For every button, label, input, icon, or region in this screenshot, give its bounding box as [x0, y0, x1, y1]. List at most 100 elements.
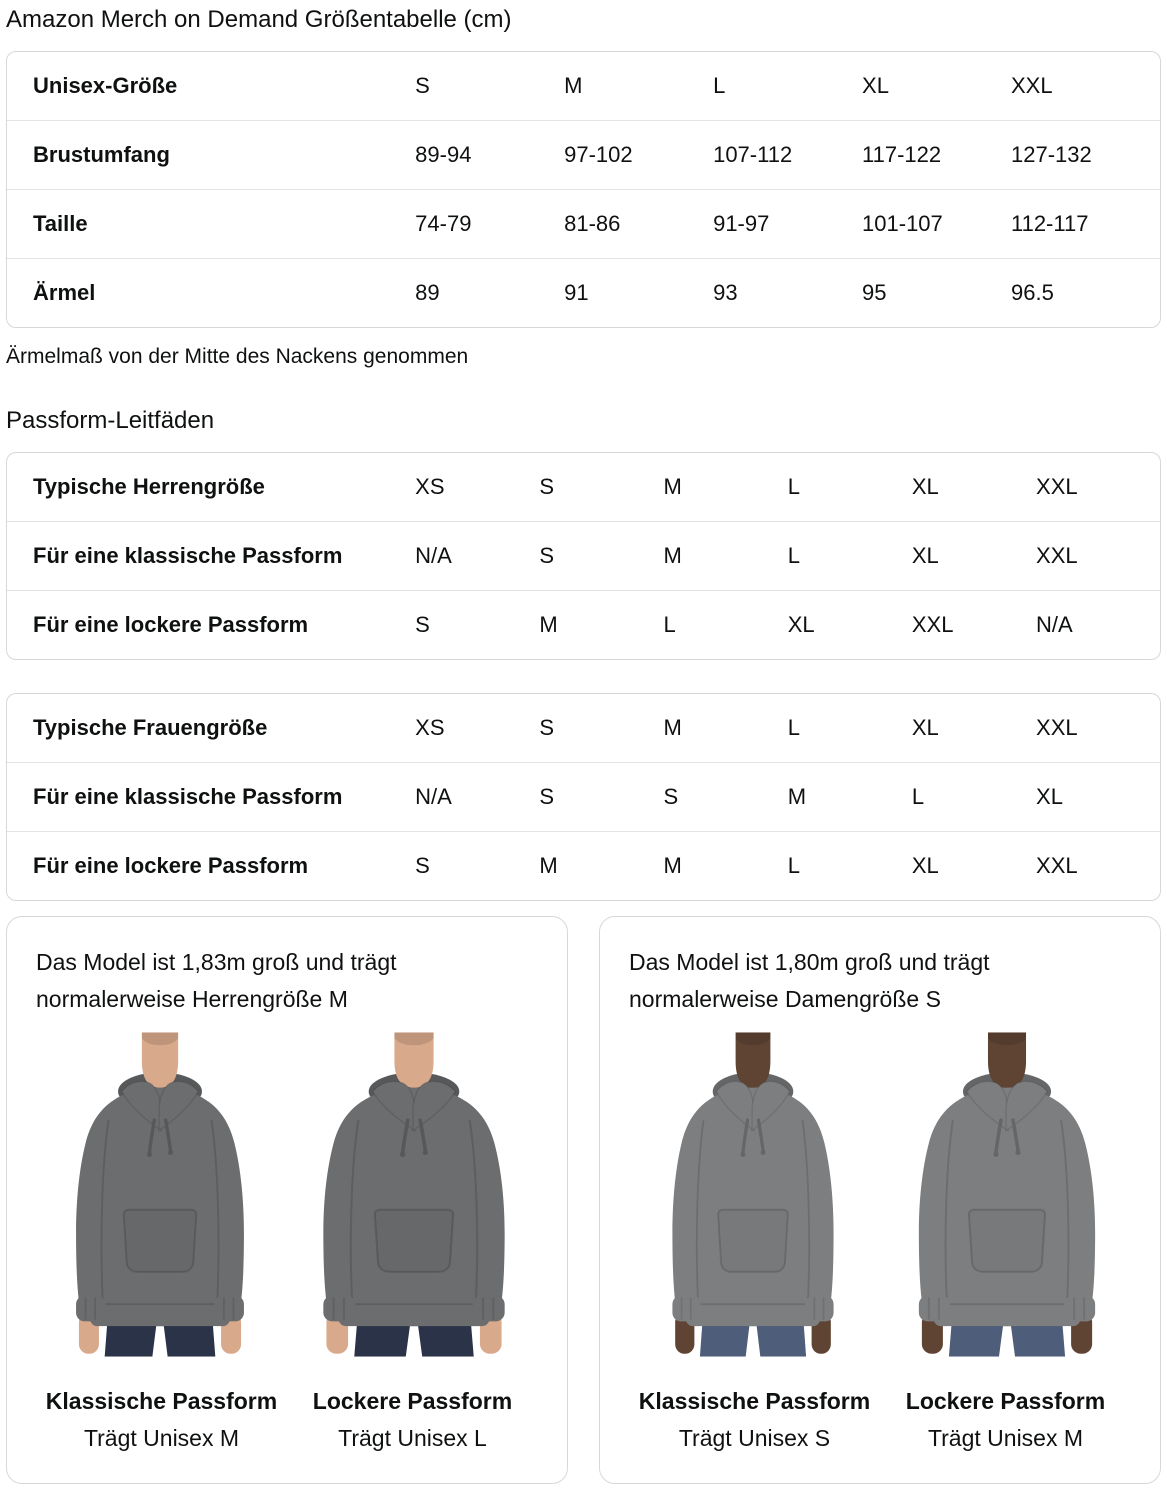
- size-cell: L: [787, 521, 912, 590]
- row-label: Für eine lockere Passform: [7, 831, 416, 900]
- female-hoodie-model-figure: [883, 1031, 1131, 1358]
- value-cell: 89-94: [415, 120, 565, 189]
- mens-model-card: Das Model ist 1,83m groß und trägt norma…: [6, 916, 568, 1484]
- row-label: Taille: [7, 189, 416, 258]
- page-title: Amazon Merch on Demand Größentabelle (cm…: [6, 6, 512, 33]
- fit-name: Lockere Passform: [312, 1388, 513, 1414]
- size-cell: XXL: [1036, 474, 1078, 499]
- value-cell: 112-117: [1010, 189, 1160, 258]
- fit-caption-loose: Lockere Passform Trägt Unisex L: [287, 1388, 538, 1451]
- table-row-womens-typical: Typische Frauengröße XS S M L XL XXL: [7, 694, 1160, 762]
- size-cell: S: [539, 521, 664, 590]
- size-cell: M: [663, 521, 788, 590]
- value-cell: 81-86: [564, 189, 714, 258]
- value-cell: 93: [713, 258, 863, 327]
- table-row-sizes: Unisex-Größe S M L XL XXL: [7, 52, 1160, 120]
- row-label: Für eine klassische Passform: [7, 521, 416, 590]
- row-label: Typische Frauengröße: [33, 715, 268, 740]
- size-cell: L: [787, 831, 912, 900]
- size-cell: N/A: [415, 762, 540, 831]
- fit-caption-loose: Lockere Passform Trägt Unisex M: [880, 1388, 1131, 1451]
- table-row-womens-classic: Für eine klassische Passform N/A S S M L…: [7, 762, 1160, 831]
- row-label: Für eine lockere Passform: [7, 590, 416, 659]
- size-cell: XL: [787, 590, 912, 659]
- size-cell: M: [663, 474, 682, 499]
- value-cell: 127-132: [1010, 120, 1160, 189]
- value-cell: 89: [415, 258, 565, 327]
- row-label: Ärmel: [7, 258, 416, 327]
- size-cell: S: [539, 474, 555, 499]
- value-cell: 91-97: [713, 189, 863, 258]
- mens-fit-table: Typische Herrengröße XS S M L XL XXL Für…: [6, 452, 1161, 660]
- table-row-sleeve: Ärmel 89 91 93 95 96.5: [7, 258, 1160, 327]
- female-hoodie-model-figure: [634, 1031, 872, 1358]
- size-cell: XXL: [1010, 73, 1053, 98]
- size-cell: S: [539, 715, 555, 740]
- size-cell: L: [787, 474, 800, 499]
- fit-name: Klassische Passform: [638, 1388, 871, 1414]
- male-hoodie-model-figure: [36, 1031, 284, 1358]
- value-cell: 101-107: [862, 189, 1011, 258]
- fit-caption-classic: Klassische Passform Trägt Unisex M: [36, 1388, 287, 1451]
- size-cell: XL: [911, 831, 1037, 900]
- table-row-mens-loose: Für eine lockere Passform S M L XL XXL N…: [7, 590, 1160, 659]
- size-cell: L: [911, 762, 1037, 831]
- womens-model-photos: [629, 1031, 1131, 1380]
- size-cell: L: [663, 590, 788, 659]
- size-cell: S: [415, 590, 540, 659]
- fit-size-worn: Trägt Unisex L: [338, 1425, 487, 1451]
- womens-model-description: Das Model ist 1,80m groß und trägt norma…: [629, 949, 990, 1012]
- womens-fit-captions: Klassische Passform Trägt Unisex S Locke…: [629, 1388, 1131, 1451]
- size-cell: XS: [415, 715, 445, 740]
- size-cell: S: [539, 762, 664, 831]
- fit-size-worn: Trägt Unisex S: [678, 1425, 831, 1451]
- row-label: Unisex-Größe: [33, 73, 178, 98]
- fit-name: Lockere Passform: [905, 1388, 1106, 1414]
- row-label: Für eine klassische Passform: [7, 762, 416, 831]
- womens-fit-table: Typische Frauengröße XS S M L XL XXL Für…: [6, 693, 1161, 901]
- value-cell: 91: [564, 258, 714, 327]
- size-cell: M: [663, 715, 682, 740]
- mens-photo-classic-fit: [36, 1031, 284, 1380]
- value-cell: 74-79: [415, 189, 565, 258]
- womens-photo-classic-fit: [629, 1031, 877, 1380]
- size-cell: XL: [911, 474, 939, 499]
- size-cell: S: [415, 831, 540, 900]
- size-cell: N/A: [415, 521, 540, 590]
- size-cell: XL: [862, 73, 889, 98]
- size-cell: S: [663, 762, 788, 831]
- value-cell: 107-112: [713, 120, 863, 189]
- value-cell: 96.5: [1010, 258, 1160, 327]
- fit-size-worn: Trägt Unisex M: [927, 1425, 1084, 1451]
- size-cell: XL: [1036, 762, 1160, 831]
- male-hoodie-model-figure: [290, 1031, 538, 1358]
- table-row-womens-loose: Für eine lockere Passform S M M L XL XXL: [7, 831, 1160, 900]
- value-cell: 117-122: [862, 120, 1011, 189]
- size-cell: XS: [415, 474, 445, 499]
- table-row-waist: Taille 74-79 81-86 91-97 101-107 112-117: [7, 189, 1160, 258]
- fit-guides-heading: Passform-Leitfäden: [6, 407, 215, 434]
- table-row-chest: Brustumfang 89-94 97-102 107-112 117-122…: [7, 120, 1160, 189]
- fit-name: Klassische Passform: [45, 1388, 278, 1414]
- size-cell: XXL: [1036, 715, 1078, 740]
- sleeve-measure-footnote: Ärmelmaß von der Mitte des Nackens genom…: [6, 345, 469, 368]
- row-label: Brustumfang: [7, 120, 416, 189]
- size-cell: M: [539, 831, 664, 900]
- size-cell: N/A: [1036, 590, 1160, 659]
- mens-model-description: Das Model ist 1,83m groß und trägt norma…: [36, 949, 397, 1012]
- unisex-size-table: Unisex-Größe S M L XL XXL Brustumfang 89…: [6, 51, 1161, 328]
- fit-caption-classic: Klassische Passform Trägt Unisex S: [629, 1388, 880, 1451]
- size-cell: XL: [911, 521, 1037, 590]
- model-cards: Das Model ist 1,83m groß und trägt norma…: [6, 916, 1161, 1484]
- size-cell: XXL: [911, 590, 1037, 659]
- size-cell: M: [564, 73, 583, 98]
- mens-model-photos: [36, 1031, 538, 1380]
- fit-size-worn: Trägt Unisex M: [83, 1425, 240, 1451]
- size-cell: L: [713, 73, 726, 98]
- size-cell: XXL: [1036, 831, 1160, 900]
- womens-photo-loose-fit: [883, 1031, 1131, 1380]
- size-cell: XXL: [1036, 521, 1160, 590]
- size-cell: S: [415, 73, 430, 98]
- row-label: Typische Herrengröße: [33, 474, 265, 499]
